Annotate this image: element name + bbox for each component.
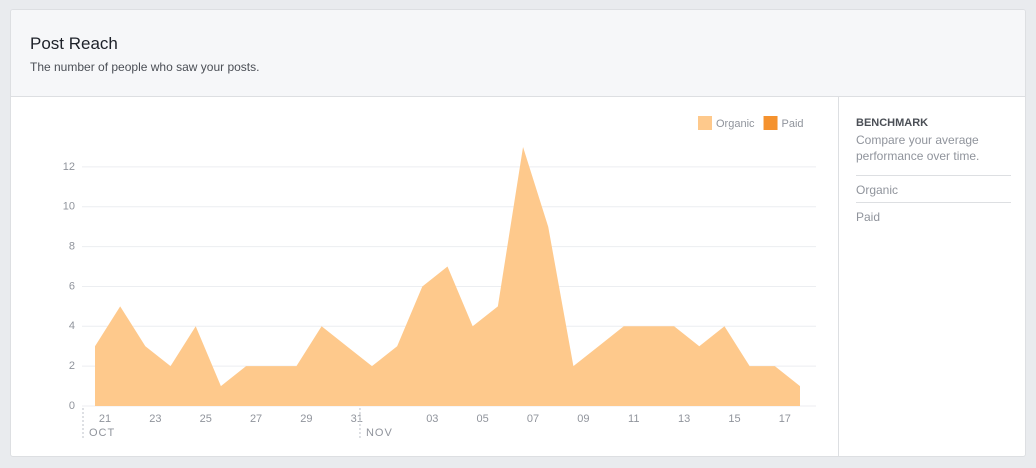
month-label: NOV [366, 427, 393, 439]
benchmark-link[interactable]: Paid [856, 202, 1011, 224]
x-tick-label: 03 [426, 413, 438, 425]
x-tick-label: 07 [527, 413, 539, 425]
benchmark-heading: BENCHMARK [856, 117, 929, 129]
x-tick-label: 17 [779, 413, 791, 425]
chart: 0 2 4 6 8 10 12 21 23 25 27 29 31 03 05 07 09 11 13 15 17 OCT… [63, 116, 816, 439]
x-tick-label: 31 [351, 413, 363, 425]
header: Post Reach The number of people who saw … [11, 10, 1025, 97]
area [95, 147, 800, 406]
x-tick-label: 13 [678, 413, 690, 425]
benchmark-description: Compare your average performance over ti… [856, 133, 980, 163]
legend-swatch [763, 116, 778, 130]
x-tick-label: 23 [149, 413, 161, 425]
x-tick-label: 25 [200, 413, 212, 425]
legend-swatch [698, 116, 712, 130]
y-tick-label: 8 [69, 241, 75, 253]
x-tick-label: 09 [577, 413, 589, 425]
x-tick-label: 05 [477, 413, 489, 425]
y-tick-label: 2 [69, 360, 75, 372]
y-tick-label: 4 [69, 320, 75, 332]
x-tick-label: 21 [99, 413, 111, 425]
subtitle: The number of people who saw your posts. [30, 60, 260, 74]
x-tick-label: 29 [300, 413, 312, 425]
y-tick-label: 12 [63, 161, 75, 173]
x-tick-label: 15 [728, 413, 740, 425]
legend-label: Paid [782, 118, 804, 130]
y-tick-label: 0 [69, 400, 75, 412]
y-tick-label: 6 [69, 280, 75, 292]
benchmark-panel: BENCHMARK Compare your average performan… [838, 97, 1025, 456]
title: Post Reach [30, 34, 118, 53]
benchmark-link[interactable]: Organic [856, 175, 1011, 197]
month-label: OCT [89, 427, 115, 439]
y-tick-label: 10 [63, 201, 75, 213]
legend-label: Organic [716, 118, 755, 130]
x-tick-label: 27 [250, 413, 262, 425]
x-tick-label: 11 [628, 413, 639, 425]
